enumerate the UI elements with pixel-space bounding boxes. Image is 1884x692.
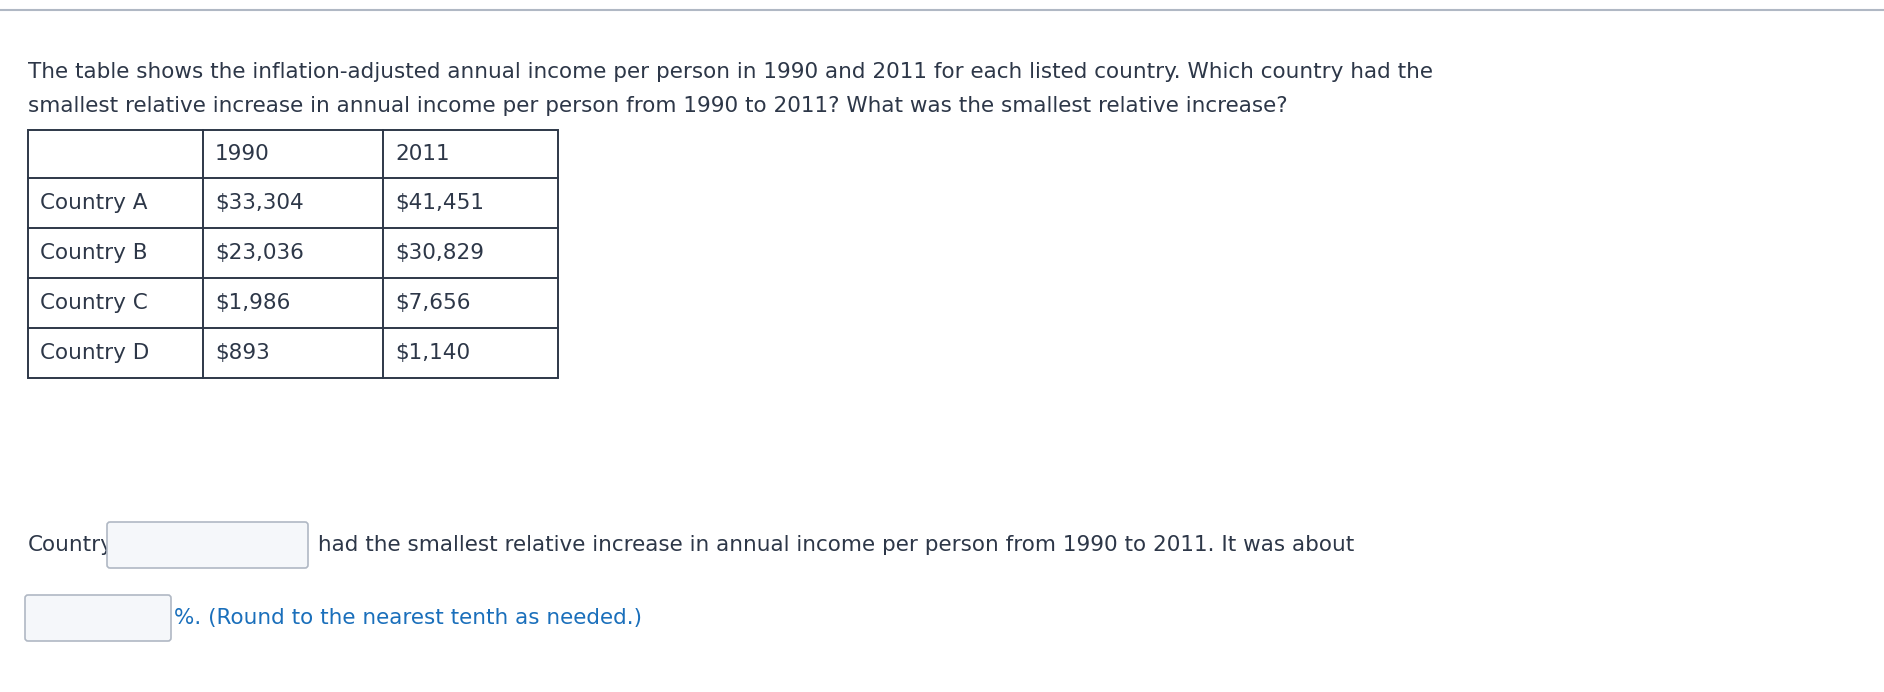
FancyBboxPatch shape	[107, 522, 307, 568]
Text: Country C: Country C	[40, 293, 147, 313]
Bar	[28, 130, 558, 378]
Text: 1990: 1990	[215, 144, 269, 164]
Text: $30,829: $30,829	[396, 243, 484, 263]
Text: $1,140: $1,140	[396, 343, 471, 363]
Text: $7,656: $7,656	[396, 293, 471, 313]
Text: $1,986: $1,986	[215, 293, 290, 313]
Text: Country D: Country D	[40, 343, 149, 363]
Text: $893: $893	[215, 343, 269, 363]
Text: $41,451: $41,451	[396, 193, 484, 213]
Text: %. (Round to the nearest tenth as needed.): %. (Round to the nearest tenth as needed…	[173, 608, 642, 628]
Text: 2011: 2011	[396, 144, 450, 164]
FancyBboxPatch shape	[24, 595, 171, 641]
Text: $33,304: $33,304	[215, 193, 303, 213]
Text: smallest relative increase in annual income per person from 1990 to 2011? What w: smallest relative increase in annual inc…	[28, 96, 1287, 116]
Text: Country: Country	[28, 535, 113, 555]
Text: had the smallest relative increase in annual income per person from 1990 to 2011: had the smallest relative increase in an…	[311, 535, 1355, 555]
Text: Country A: Country A	[40, 193, 147, 213]
Text: The table shows the inflation-adjusted annual income per person in 1990 and 2011: The table shows the inflation-adjusted a…	[28, 62, 1434, 82]
Text: $23,036: $23,036	[215, 243, 303, 263]
Text: Country B: Country B	[40, 243, 147, 263]
